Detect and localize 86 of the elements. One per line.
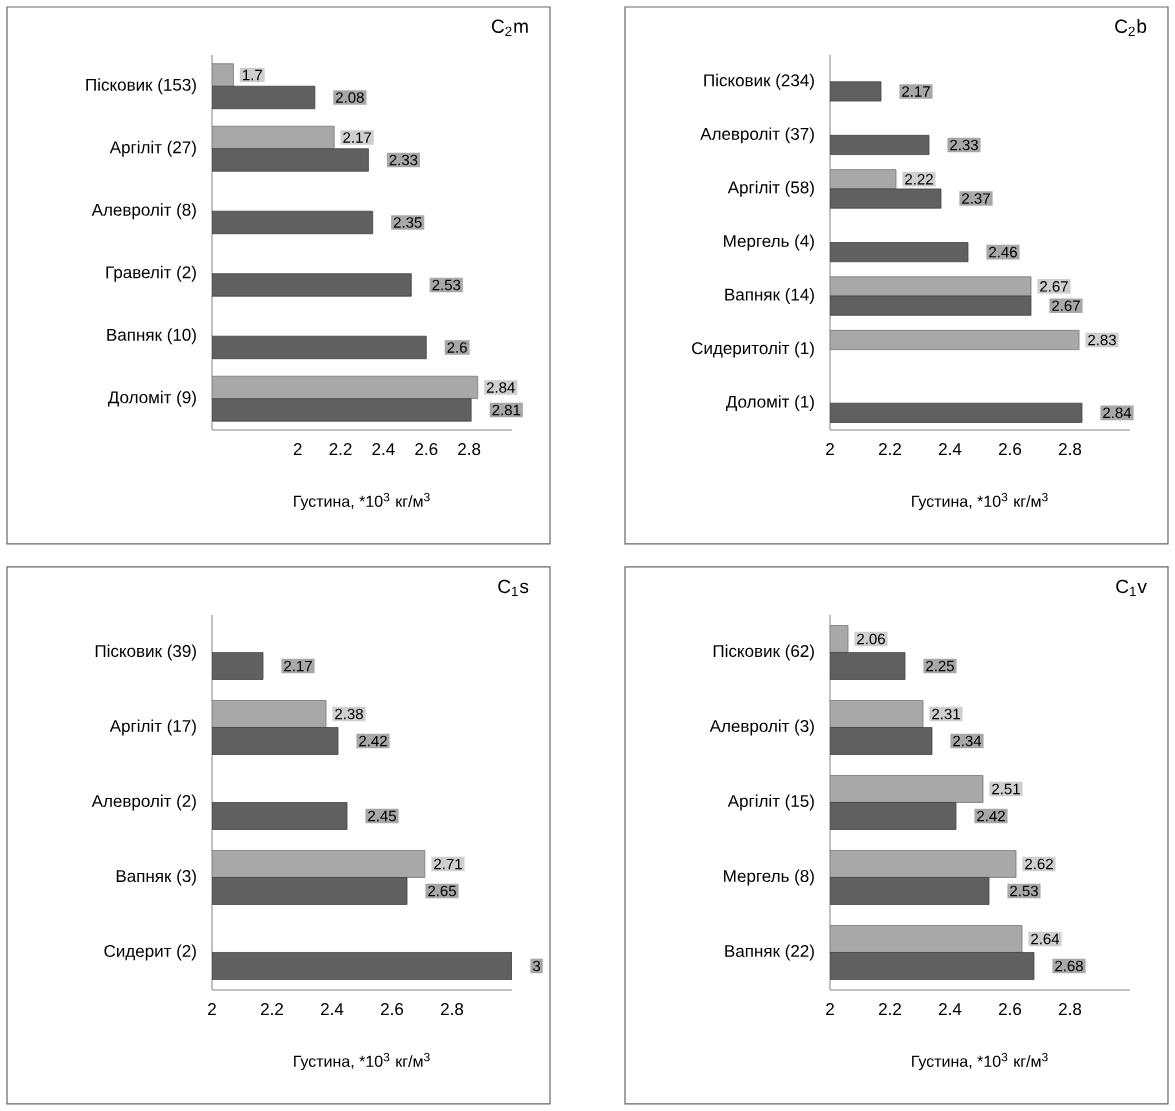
y-tick-label: Вапняк (10) [107,328,196,345]
x-tick-label: 2 [826,443,834,455]
x-tick-label: 2.6 [415,443,438,456]
data-label: 2.65 [428,885,456,897]
y-tick-label: Сидеритоліт (1) [692,341,814,358]
data-label: 2.17 [902,86,930,97]
y-tick-label: Алевроліт (8) [91,203,196,220]
x-axis-title: Густина, *10$^{3}$ кг/м$^{3}$ [912,1052,1048,1071]
x-tick-label: 2.4 [939,1003,962,1015]
data-label: 2.37 [962,193,990,204]
data-label: 2.51 [992,783,1020,795]
x-axis-title: Густина, *10$^{3}$ кг/м$^{3}$ [294,492,430,511]
data-label: 2.64 [1031,933,1060,945]
chart-title: C$_{2}$b [1115,19,1147,36]
y-tick-label: Мергель (8) [724,869,814,886]
x-axis-title: Густина, *10$^{3}$ кг/м$^{3}$ [294,1052,430,1071]
data-label: 2.22 [905,174,933,185]
y-tick-label: Сидерит (2) [104,944,196,961]
data-label: 2.71 [434,858,462,870]
chart-title: C$_{2}$m [491,19,528,36]
y-tick-label: Пісковик (153) [86,78,196,95]
y-tick-label: Доломіт (9) [107,390,196,407]
y-tick-label: Пісковик (62) [713,644,814,661]
data-label: 2.81 [492,404,521,416]
data-label: 2.6 [447,342,467,353]
x-tick-label: 2.6 [999,1003,1022,1016]
y-tick-label: Алевроліт (3) [709,719,814,736]
x-tick-label: 2.8 [1059,443,1082,456]
data-label: 2.34 [953,735,982,747]
data-label: 2.17 [343,132,371,143]
data-label: 2.84 [486,382,515,393]
x-tick-label: 2.2 [261,1003,283,1015]
data-label: 2.25 [926,660,954,672]
y-tick-label: Пісковик (234) [704,73,814,90]
y-tick-label: Мергель (4) [724,234,814,251]
x-tick-label: 2.4 [372,443,395,455]
y-tick-label: Аргіліт (27) [109,140,196,157]
x-tick-label: 2.8 [441,1003,464,1016]
data-label: 2.62 [1025,858,1053,870]
y-tick-label: Алевроліт (2) [91,794,196,811]
y-tick-label: Вапняк (3) [116,869,196,886]
y-tick-label: Пісковик (39) [95,644,196,661]
y-tick-label: Аргіліт (17) [109,719,196,736]
data-label: 2.45 [368,810,396,822]
data-label: 3 [532,960,541,972]
x-tick-label: 2 [293,443,302,455]
data-label: 2.67 [1052,300,1080,312]
x-tick-label: 2.4 [321,1003,344,1015]
y-tick-label: Вапняк (22) [725,944,814,961]
y-tick-label: Аргіліт (58) [727,180,814,197]
x-tick-label: 2 [826,1003,834,1015]
y-tick-label: Аргіліт (15) [727,794,814,811]
chart-title: C$_{1}$v [1116,579,1147,596]
data-label: 2.08 [336,92,364,103]
data-label: 2.42 [977,810,1005,822]
chart-title: C$_{1}$s [498,579,529,596]
data-label: 2.31 [932,708,960,720]
data-label: 2.33 [950,139,978,151]
y-tick-label: Алевроліт (37) [700,127,814,144]
data-label: 2.53 [432,279,461,291]
data-label: 2.33 [389,154,418,166]
data-label: 2.06 [857,633,885,645]
x-axis-title: Густина, *10$^{3}$ кг/м$^{3}$ [912,492,1048,511]
x-tick-label: 2.2 [879,1003,901,1015]
data-label: 2.53 [1010,885,1038,897]
data-label: 2.17 [284,660,312,672]
x-tick-label: 2.6 [381,1003,404,1016]
y-tick-label: Вапняк (14) [725,288,814,304]
x-tick-label: 2 [208,1003,216,1015]
data-label: 1.7 [242,69,262,81]
data-label: 2.84 [1103,407,1132,419]
data-label: 2.67 [1040,281,1068,292]
data-label: 2.68 [1055,960,1083,972]
data-label: 2.83 [1088,334,1116,346]
x-tick-label: 2.8 [458,443,481,456]
x-tick-label: 2.4 [939,443,962,455]
data-label: 2.38 [335,708,363,720]
y-tick-label: Доломіт (1) [725,395,814,412]
x-tick-label: 2.2 [329,443,352,455]
y-tick-label: Гравеліт (2) [106,265,196,282]
data-label: 2.46 [989,246,1017,258]
x-tick-label: 2.8 [1059,1003,1082,1016]
data-label: 2.42 [359,735,387,747]
x-tick-label: 2.6 [999,443,1022,456]
data-label: 2.35 [393,217,422,228]
x-tick-label: 2.2 [879,443,901,455]
